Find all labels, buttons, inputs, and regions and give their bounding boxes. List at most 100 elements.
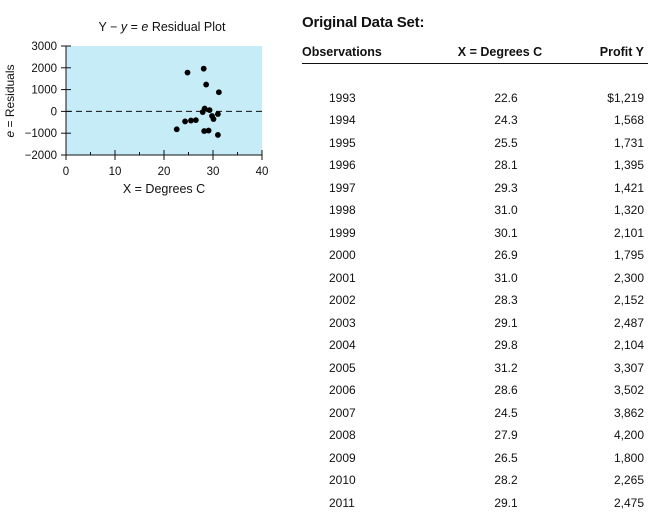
table-row: 2010 28.2 2,265 <box>302 469 648 492</box>
table-spacer <box>302 64 648 87</box>
cell-year: 2005 <box>329 360 356 375</box>
y-tick-label: 3000 <box>31 41 57 53</box>
residual-point <box>184 69 191 76</box>
cell-year: 1997 <box>329 180 356 195</box>
residual-point <box>205 127 212 134</box>
residual-point <box>215 89 222 96</box>
cell-year: 2001 <box>329 270 356 285</box>
y-tick-label: −2000 <box>25 150 57 162</box>
cell-profit: 3,862 <box>613 405 644 420</box>
table-row: 2007 24.5 3,862 <box>302 402 648 425</box>
cell-year: 1995 <box>329 135 356 150</box>
plot-area <box>66 46 262 155</box>
table-header-row: Observations X = Degrees C Profit Y <box>302 40 648 64</box>
cell-degrees: 26.9 <box>494 248 518 263</box>
cell-degrees: 29.1 <box>494 495 518 510</box>
y-tick-label: 2000 <box>31 63 57 75</box>
residual-point <box>182 118 188 125</box>
x-tick-label: 0 <box>63 166 69 178</box>
cell-degrees: 28.3 <box>494 293 518 308</box>
table-row: 2006 28.6 3,502 <box>302 379 648 402</box>
residual-point <box>215 132 221 138</box>
x-axis-label: X = Degrees C <box>123 182 205 196</box>
cell-year: 2010 <box>329 473 356 488</box>
cell-profit: 1,421 <box>613 180 644 195</box>
table-row: 2011 29.1 2,475 <box>302 492 648 515</box>
residual-point <box>206 107 213 113</box>
residual-point <box>201 128 208 134</box>
cell-profit: 3,502 <box>613 383 644 398</box>
table-row: 1996 28.1 1,395 <box>302 154 648 177</box>
cell-year: 1996 <box>329 158 356 173</box>
cell-profit: 1,395 <box>613 158 644 173</box>
residual-point <box>203 81 210 88</box>
residual-point <box>192 117 199 124</box>
cell-year: 1994 <box>329 113 356 128</box>
cell-profit: $1,219 <box>607 90 644 105</box>
table-row: 2005 31.2 3,307 <box>302 357 648 380</box>
table-title: Original Data Set: <box>302 14 425 31</box>
column-header-profit: Profit Y <box>564 40 648 64</box>
cell-degrees: 31.0 <box>494 270 518 285</box>
cell-profit: 4,200 <box>613 428 644 443</box>
cell-degrees: 28.2 <box>494 473 518 488</box>
cell-profit: 1,568 <box>613 113 644 128</box>
data-table: Observations X = Degrees C Profit Y 1993… <box>302 40 648 514</box>
table-row: 1998 31.0 1,320 <box>302 199 648 222</box>
cell-year: 2009 <box>329 450 356 465</box>
cell-profit: 1,800 <box>613 450 644 465</box>
table-row: 1995 25.5 1,731 <box>302 132 648 155</box>
cell-degrees: 25.5 <box>494 135 518 150</box>
cell-degrees: 28.6 <box>494 383 518 398</box>
table-row: 2003 29.1 2,487 <box>302 312 648 335</box>
cell-year: 2003 <box>329 315 356 330</box>
residual-point <box>210 116 217 122</box>
table-row: 1997 29.3 1,421 <box>302 177 648 200</box>
cell-profit: 1,731 <box>613 135 644 150</box>
residual-point <box>215 111 221 117</box>
cell-profit: 2,300 <box>613 270 644 285</box>
cell-year: 1999 <box>329 225 356 240</box>
chart-title: Y − y = e Residual Plot <box>99 20 226 34</box>
cell-profit: 2,475 <box>613 495 644 510</box>
cell-degrees: 28.1 <box>494 158 518 173</box>
cell-year: 1998 <box>329 203 356 218</box>
cell-year: 2006 <box>329 383 356 398</box>
cell-profit: 1,320 <box>613 203 644 218</box>
cell-degrees: 31.2 <box>494 360 518 375</box>
table-row: 2002 28.3 2,152 <box>302 289 648 312</box>
cell-degrees: 27.9 <box>494 428 518 443</box>
cell-year: 2002 <box>329 293 356 308</box>
y-tick-label: 1000 <box>31 85 57 97</box>
table-row: 1994 24.3 1,568 <box>302 109 648 132</box>
cell-profit: 2,101 <box>613 225 644 240</box>
cell-degrees: 29.8 <box>494 338 518 353</box>
table-row: 2000 26.9 1,795 <box>302 244 648 267</box>
cell-degrees: 24.3 <box>494 113 518 128</box>
cell-profit: 2,487 <box>613 315 644 330</box>
cell-degrees: 24.5 <box>494 405 518 420</box>
cell-profit: 1,795 <box>613 248 644 263</box>
cell-year: 2007 <box>329 405 356 420</box>
table-row: 1993 22.6 $1,219 <box>302 87 648 110</box>
cell-profit: 2,104 <box>613 338 644 353</box>
x-tick-label: 40 <box>256 166 269 178</box>
residual-plot: Y − y = e Residual Plot −2000 −1000 0 1000 2… <box>3 20 269 196</box>
cell-degrees: 22.6 <box>494 90 518 105</box>
cell-year: 1993 <box>329 90 356 105</box>
residual-point <box>173 126 180 133</box>
x-tick-label: 20 <box>158 166 171 178</box>
original-data-section: Original Data Set: Observations X = Degr… <box>302 14 648 514</box>
column-header-observations: Observations <box>302 40 396 64</box>
table-row: 2009 26.5 1,800 <box>302 447 648 470</box>
residual-point <box>188 117 194 124</box>
residual-point <box>200 65 207 72</box>
cell-year: 2000 <box>329 248 356 263</box>
cell-degrees: 31.0 <box>494 203 518 218</box>
cell-year: 2004 <box>329 338 356 353</box>
column-header-degrees: X = Degrees C <box>396 40 564 64</box>
cell-year: 2011 <box>329 495 355 510</box>
cell-profit: 2,152 <box>613 293 644 308</box>
x-tick-label: 10 <box>109 166 122 178</box>
y-tick-label: 0 <box>51 106 57 118</box>
